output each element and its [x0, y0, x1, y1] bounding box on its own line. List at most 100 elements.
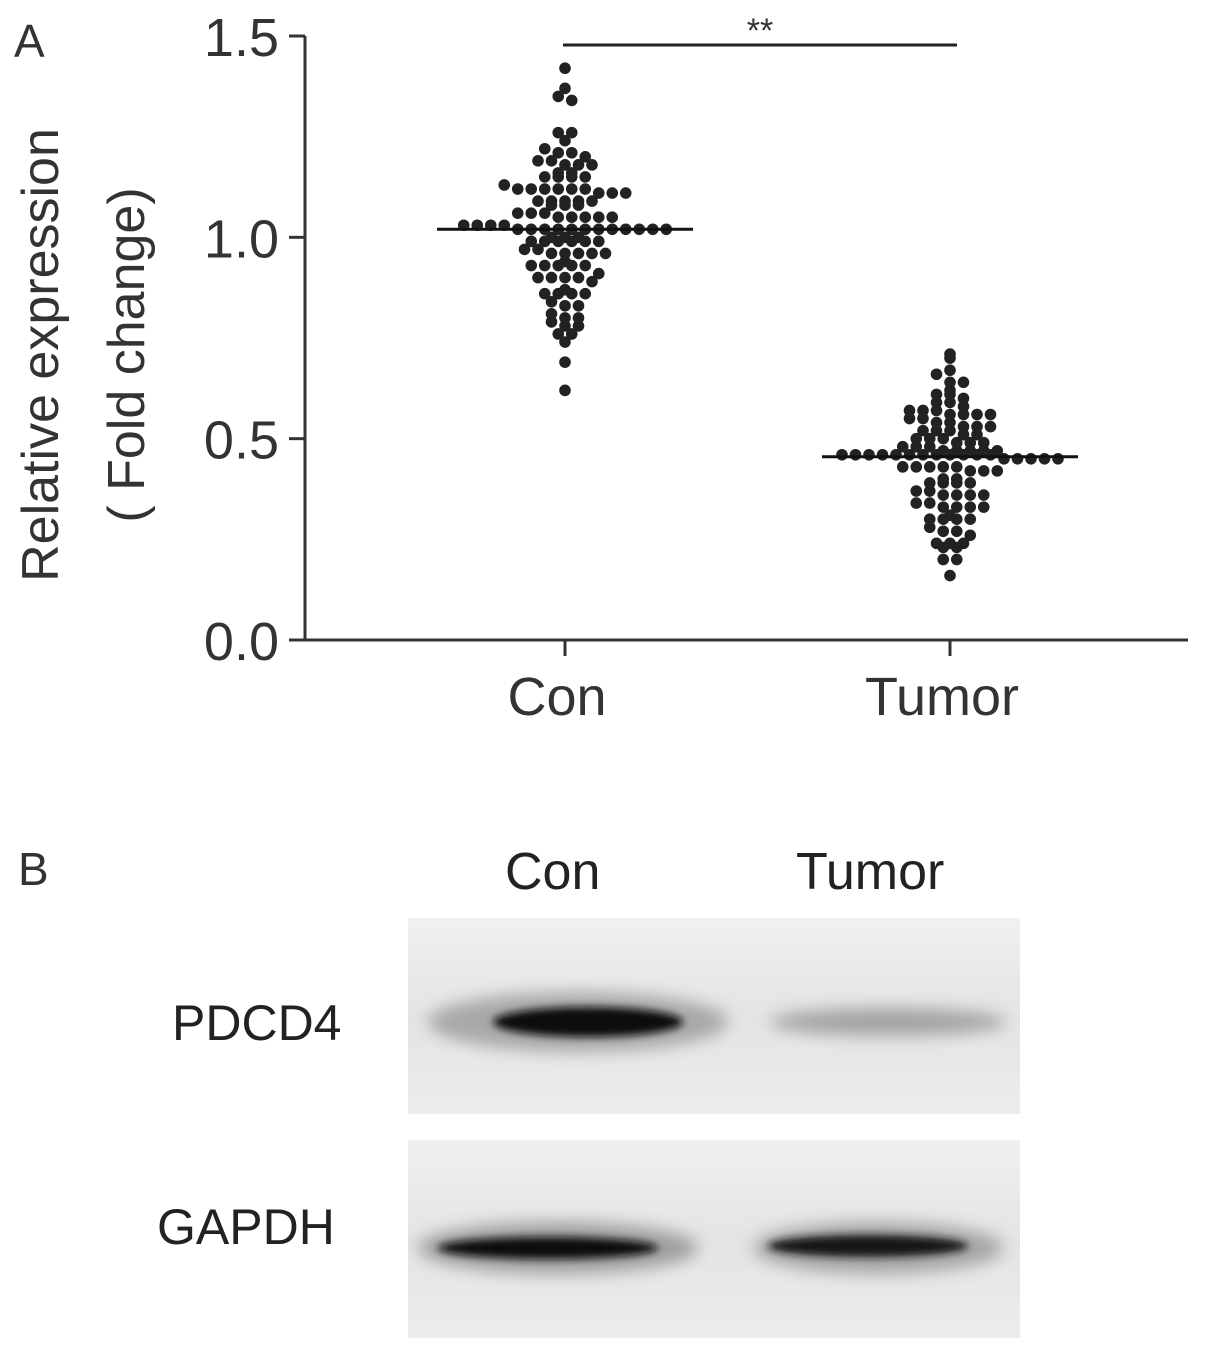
data-point — [971, 428, 983, 441]
data-point — [559, 247, 571, 260]
data-point — [552, 235, 565, 248]
data-point — [950, 461, 963, 473]
data-point — [950, 477, 963, 489]
lane-label-con: Con — [505, 843, 601, 901]
data-point — [538, 142, 551, 155]
data-point — [950, 489, 963, 501]
data-point — [579, 259, 592, 272]
data-point — [923, 521, 936, 534]
data-point — [944, 448, 956, 461]
data-point — [903, 448, 916, 461]
blot-strip-gapdh — [408, 1140, 1020, 1338]
data-point — [538, 207, 551, 219]
data-point — [592, 267, 605, 280]
data-point — [944, 569, 956, 582]
data-point — [532, 243, 544, 256]
data-point — [903, 412, 916, 425]
data-point — [565, 94, 578, 107]
data-point — [957, 408, 970, 421]
data-point — [559, 384, 571, 397]
data-point — [606, 211, 619, 223]
data-point — [923, 513, 936, 525]
data-point — [606, 187, 619, 199]
data-point — [944, 376, 956, 389]
data-point — [545, 295, 558, 308]
data-point — [910, 497, 923, 509]
data-point — [552, 90, 565, 103]
data-point — [863, 448, 875, 461]
data-point — [944, 396, 956, 409]
data-point — [917, 448, 929, 461]
data-point — [579, 287, 592, 300]
data-point — [552, 328, 565, 340]
data-point — [565, 259, 578, 272]
data-point — [998, 453, 1010, 465]
significance-bracket: ** — [563, 12, 957, 50]
data-point — [977, 436, 990, 449]
panel-a-letter: A — [14, 15, 45, 67]
pdcd4-band-tumor — [770, 1008, 1006, 1036]
data-point — [944, 352, 956, 364]
data-point — [944, 424, 956, 437]
data-point — [944, 364, 956, 377]
data-point — [545, 247, 558, 260]
data-point — [525, 183, 538, 195]
data-point — [552, 211, 565, 223]
data-point — [930, 396, 943, 409]
data-point — [565, 183, 578, 195]
data-point — [903, 404, 916, 417]
data-point — [559, 312, 571, 324]
data-point — [964, 501, 977, 513]
data-point — [552, 146, 565, 159]
data-point — [957, 428, 970, 441]
data-point — [957, 392, 970, 405]
data-point — [1011, 453, 1024, 465]
data-point — [545, 271, 558, 284]
data-point — [498, 179, 511, 191]
data-point — [923, 461, 936, 473]
data-point — [592, 211, 605, 223]
data-point — [917, 424, 929, 437]
pdcd4-band-con — [493, 1007, 683, 1037]
data-point — [964, 489, 977, 501]
data-point — [977, 465, 990, 477]
data-point — [937, 501, 950, 513]
data-point — [559, 271, 571, 284]
data-point — [950, 513, 963, 525]
data-point — [930, 368, 943, 381]
data-point — [971, 448, 983, 461]
panel-b-letter: B — [18, 843, 49, 895]
data-point — [532, 271, 544, 284]
data-point — [964, 477, 977, 489]
data-point — [930, 448, 943, 461]
scatter-dot-plot: Relative expression ( Fold change) 0.00.… — [12, 8, 1188, 727]
data-point — [910, 461, 923, 473]
data-point — [910, 432, 923, 445]
data-point — [923, 432, 936, 445]
data-point — [538, 171, 551, 183]
data-point — [525, 207, 538, 219]
data-point — [619, 187, 632, 199]
data-point — [559, 199, 571, 211]
data-point — [930, 416, 943, 429]
y-tick-label: 0.5 — [204, 411, 279, 471]
data-point — [565, 211, 578, 223]
data-point — [1052, 453, 1064, 465]
data-point — [565, 171, 578, 183]
data-point — [545, 199, 558, 211]
data-point — [964, 465, 977, 477]
data-point — [552, 171, 565, 183]
data-point — [552, 287, 565, 300]
data-point — [937, 461, 950, 473]
data-point — [1038, 453, 1051, 465]
data-point — [572, 312, 585, 324]
data-point — [937, 553, 950, 566]
gapdh-band-tumor — [768, 1235, 968, 1257]
lane-label-tumor: Tumor — [796, 843, 945, 901]
data-point — [586, 159, 598, 171]
data-point — [538, 259, 551, 272]
data-point — [559, 82, 571, 95]
data-points — [457, 62, 1064, 582]
data-point — [896, 461, 909, 473]
blot-strip-pdcd4 — [408, 918, 1020, 1114]
